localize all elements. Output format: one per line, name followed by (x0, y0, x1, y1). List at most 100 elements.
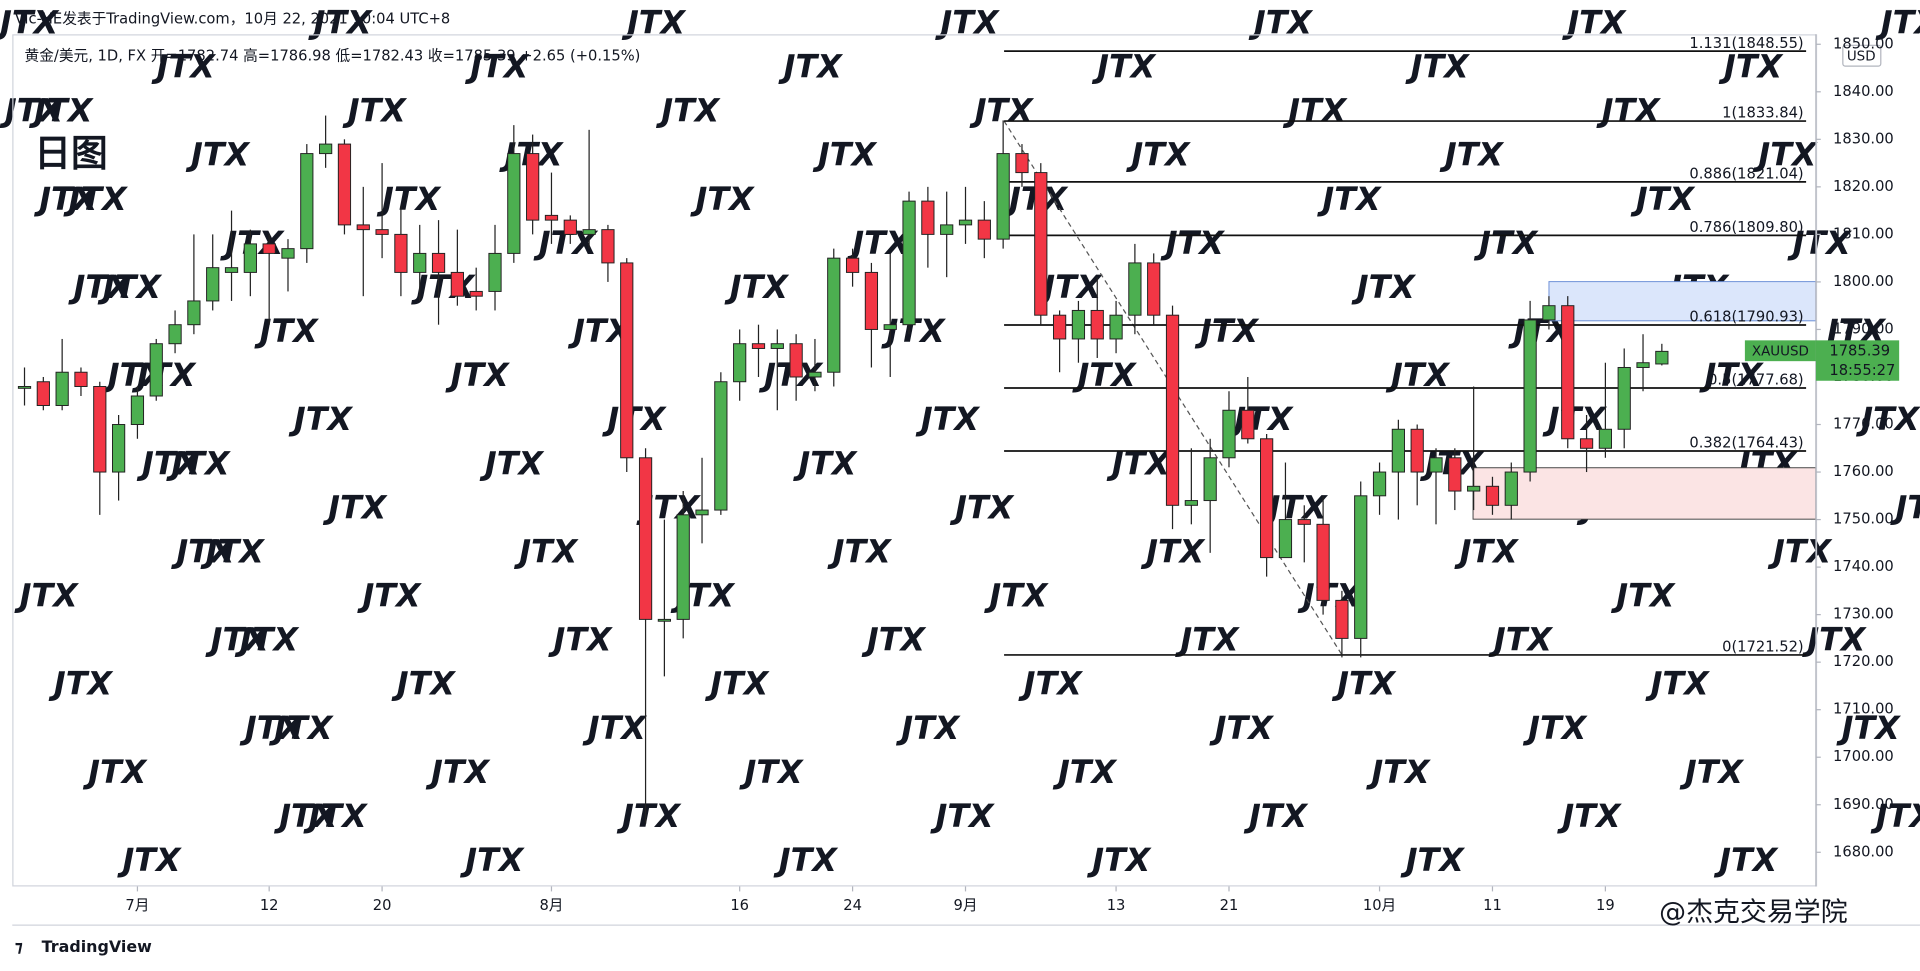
candle-body (620, 262, 634, 459)
candle-body (789, 343, 803, 378)
x-tick-label: 24 (843, 897, 862, 914)
candle-body (1485, 485, 1500, 506)
watermark-tile: JTX (0, 92, 64, 130)
watermark-tile: JTX (1243, 797, 1309, 835)
x-tick-label: 7月 (125, 897, 149, 914)
candle-body (394, 233, 408, 273)
candle-body (695, 509, 709, 516)
candle-body (130, 395, 145, 426)
watermark-tile: JTX (273, 797, 339, 835)
x-tick-label: 16 (730, 897, 749, 914)
candle-body (1467, 485, 1481, 492)
candle-body (958, 219, 973, 226)
watermark-tile: JTX (1630, 180, 1696, 218)
candle-body (187, 300, 201, 326)
watermark-tile: JTX (1718, 48, 1784, 86)
candle-body (319, 143, 333, 155)
watermark-tile: JTX (934, 3, 1000, 41)
candle-body (111, 424, 126, 473)
watermark-tile: JTX (82, 753, 148, 791)
candle-body (1617, 366, 1631, 430)
watermark-tile: JTX (1561, 3, 1627, 41)
y-tick-label: 1760.00 (1833, 463, 1894, 480)
fib-label: 0.886(1821.04) (1689, 166, 1803, 183)
fib-label: 1.131(1848.55) (1689, 35, 1803, 52)
supply-zone (1548, 281, 1817, 322)
watermark-tile: JTX (479, 444, 545, 482)
watermark-tile: JTX (1752, 136, 1818, 174)
fib-trend (1003, 120, 1343, 656)
candle-body (1015, 153, 1029, 174)
candle-body (1598, 428, 1613, 449)
candle-body (507, 153, 521, 254)
fib-label: 0(1721.52) (1722, 639, 1804, 656)
watermark-tile: JTX (131, 356, 197, 394)
y-tick-label: 1790.00 (1833, 320, 1894, 337)
candle-body (827, 257, 841, 373)
watermark-tile: JTX (1106, 444, 1172, 482)
chart-title: 日图 (34, 132, 107, 175)
watermark-tile: JTX (1787, 224, 1853, 262)
watermark-tile: JTX (410, 268, 476, 306)
author-line: Vic-HE发表于TradingView.com，10月 22, 2021 10… (15, 11, 451, 28)
watermark-tile: JTX (205, 621, 271, 659)
demand-zone (1472, 467, 1817, 520)
candle-body (845, 257, 860, 273)
candle-body (770, 343, 784, 349)
candle-body (1636, 362, 1650, 368)
y-tick-label: 1690.00 (1833, 796, 1894, 813)
candle-body (93, 385, 107, 473)
watermark-tile: JTX (464, 48, 530, 86)
candle-body (1241, 409, 1255, 440)
price-tag-price: 1785.39 (1829, 342, 1890, 359)
watermark-tile: JTX (1679, 753, 1745, 791)
watermark-tile: JTX (425, 753, 491, 791)
fib-label: 1(1833.84) (1722, 105, 1804, 122)
watermark-tiles: JTX JTX JTX JTX JTX JTX JTX JTX JTX JTX JTX JTX JTX J… (0, 3, 1920, 879)
watermark-tile: JTX (724, 268, 790, 306)
watermark-tile: JTX (1875, 3, 1920, 41)
candle-body (55, 371, 69, 406)
y-tick-label: 1830.00 (1833, 130, 1894, 147)
candle-body (1071, 309, 1086, 340)
watermark-tile: JTX (1160, 224, 1226, 262)
candle-body (902, 200, 916, 326)
watermark-tile: JTX (1037, 268, 1103, 306)
watermark-tile: JTX (391, 665, 457, 703)
candle-body (1090, 309, 1104, 340)
watermark-tile: JTX (690, 180, 756, 218)
candle-body (883, 324, 897, 330)
watermark-tile: JTX (949, 488, 1015, 526)
candle-body (1410, 428, 1424, 473)
candle-body (1222, 409, 1236, 459)
candle-body (751, 343, 766, 349)
candle-body (582, 229, 596, 235)
watermark-tile: JTX (170, 532, 236, 570)
y-tick-label: 1720.00 (1833, 653, 1894, 670)
watermark-tile: JTX (151, 48, 217, 86)
ohlc-line: 黄金/美元, 1D, FX 开=1782.74 高=1786.98 低=1782… (25, 47, 641, 64)
candle-body (36, 381, 50, 406)
watermark-tile: JTX (28, 92, 94, 130)
y-tick-label: 1820.00 (1833, 178, 1894, 195)
watermark-tile: JTX (376, 180, 442, 218)
watermark-tile: JTX (983, 577, 1049, 615)
currency-box (1842, 44, 1882, 67)
candle-body (1429, 457, 1443, 473)
watermark-tile: JTX (185, 136, 251, 174)
x-tick-label: 9月 (953, 897, 977, 914)
watermark-tile: JTX (356, 577, 422, 615)
fib-label: 0.5(1777.68) (1708, 372, 1804, 389)
y-tick-label: 1710.00 (1833, 701, 1894, 718)
candle-body (281, 248, 295, 259)
candle-body (544, 214, 559, 221)
candle-body (450, 271, 464, 297)
x-tick-label: 11 (1483, 897, 1502, 914)
watermark-tile: JTX (239, 709, 305, 747)
candle-body (356, 224, 370, 231)
candle-body (74, 371, 88, 387)
x-tick-label: 8月 (539, 897, 563, 914)
fib-label: 0.382(1764.43) (1689, 435, 1803, 452)
candle-body (1034, 172, 1048, 316)
